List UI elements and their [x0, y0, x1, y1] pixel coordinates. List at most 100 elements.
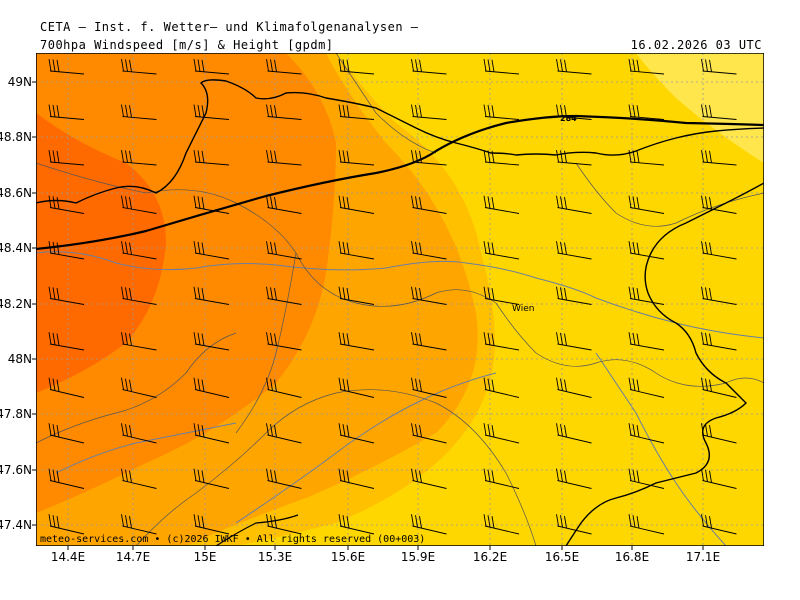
wind-barb: [701, 104, 737, 120]
wind-barb: [483, 241, 520, 260]
wind-barb: [266, 195, 302, 214]
wind-barb: [193, 514, 230, 535]
wind-barb: [483, 514, 520, 535]
rivers: [36, 251, 764, 546]
wind-barb: [266, 104, 302, 120]
wind-barb: [338, 514, 375, 535]
wind-barb: [556, 104, 592, 120]
wind-barb: [411, 468, 447, 489]
wind-barb: [48, 423, 85, 444]
wind-barb: [628, 104, 665, 120]
y-tick-label: 47.6N: [0, 463, 32, 477]
wind-barb: [556, 468, 592, 489]
wind-barb: [628, 514, 665, 535]
x-tick-label: 17.1E: [686, 550, 720, 564]
wind-barb: [266, 286, 302, 305]
y-tick-label: 47.4N: [0, 518, 32, 532]
wind-barb: [701, 514, 737, 535]
y-tick-label: 48N: [8, 352, 32, 366]
wind-barb: [628, 332, 665, 351]
wind-barb: [48, 104, 85, 120]
wind-barb: [121, 150, 157, 166]
valid-time: 16.02.2026 03 UTC: [630, 38, 762, 52]
wind-barb: [701, 150, 737, 166]
wind-barb: [121, 286, 157, 305]
x-tick-label: 16.5E: [545, 550, 579, 564]
wind-barb: [556, 423, 592, 444]
wind-barb: [411, 195, 447, 214]
y-tick-label: 48.4N: [0, 241, 32, 255]
regional-borders: [36, 53, 764, 546]
wind-barb: [48, 332, 85, 351]
x-tick-label: 16.2E: [473, 550, 507, 564]
x-axis-ticks: 14.4E 14.7E 15E 15.3E 15.6E 15.9E 16.2E 16.5E 16…: [51, 546, 720, 564]
x-tick-label: 15.3E: [258, 550, 292, 564]
wind-barb: [266, 241, 302, 260]
x-tick-label: 15E: [194, 550, 217, 564]
wind-barb: [701, 241, 737, 260]
wind-barb: [266, 423, 302, 444]
chart-subtitle: 700hpa Windspeed [m/s] & Height [gpdm]: [40, 38, 334, 52]
y-tick-label: 48.8N: [0, 130, 32, 144]
wind-barb: [483, 104, 520, 120]
wind-barb: [628, 423, 665, 444]
wind-barb: [338, 332, 375, 351]
wind-barb: [48, 241, 85, 260]
wind-barb: [483, 150, 520, 166]
wind-barb: [121, 59, 157, 75]
wind-barb: [121, 423, 157, 444]
wind-barb: [556, 195, 592, 214]
wind-barb: [701, 377, 737, 398]
wind-barb: [193, 377, 230, 398]
wind-barb: [48, 59, 85, 75]
wind-barb: [266, 468, 302, 489]
wind-barb: [701, 332, 737, 351]
map-fields: 284 Wien meteo-services.com • (c)2026 IW…: [36, 53, 764, 546]
wind-barb: [338, 195, 375, 214]
wind-barb: [701, 195, 737, 214]
wind-barb: [628, 241, 665, 260]
wind-barb: [338, 286, 375, 305]
wind-barb: [121, 104, 157, 120]
wind-barb: [193, 195, 230, 214]
wind-barb: [411, 59, 447, 75]
wind-barb: [411, 514, 447, 535]
wind-barb: [338, 59, 375, 75]
chart-title: CETA – Inst. f. Wetter– und Klimafolgena…: [40, 20, 419, 34]
wind-barb: [338, 423, 375, 444]
height-contour-284: [36, 114, 764, 251]
wind-barb: [483, 332, 520, 351]
fill-band-darkest-orange: [36, 113, 166, 393]
wind-barb: [411, 286, 447, 305]
contour-label: 284: [560, 114, 577, 123]
wind-barb: [193, 468, 230, 489]
wind-barb: [556, 332, 592, 351]
wind-barb: [266, 150, 302, 166]
wind-barb: [193, 286, 230, 305]
wind-barb: [628, 195, 665, 214]
border-east: [565, 182, 764, 546]
wind-barb: [121, 241, 157, 260]
wind-barb: [193, 59, 230, 75]
wind-barb: [628, 286, 665, 305]
wind-barb: [701, 286, 737, 305]
wind-barb: [483, 59, 520, 75]
wind-barb: [338, 377, 375, 398]
wind-barb: [338, 468, 375, 489]
wind-barb: [411, 104, 447, 120]
wind-barb: [556, 150, 592, 166]
wind-barb: [266, 59, 302, 75]
wind-barb: [48, 195, 85, 214]
wind-barb: [556, 59, 592, 75]
x-tick-label: 16.8E: [615, 550, 649, 564]
wind-barb: [411, 423, 447, 444]
wind-barb: [556, 514, 592, 535]
wind-barb: [121, 195, 157, 214]
wind-barb: [338, 241, 375, 260]
wind-barb: [628, 468, 665, 489]
wind-barb: [411, 377, 447, 398]
map-frame: 284 Wien meteo-services.com • (c)2026 IW…: [36, 53, 764, 546]
wind-barb: [121, 514, 157, 535]
wind-barb: [48, 514, 85, 535]
wind-barb: [483, 286, 520, 305]
